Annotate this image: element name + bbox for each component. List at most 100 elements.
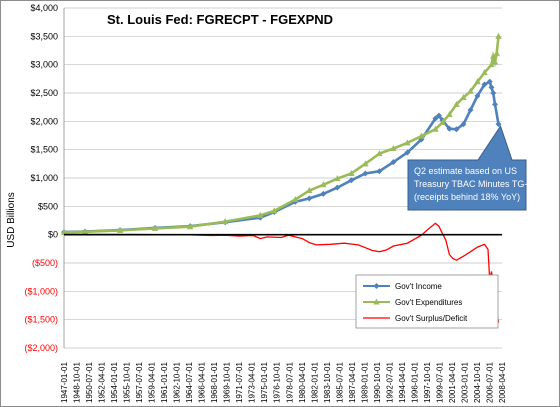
data-point	[362, 170, 369, 177]
x-tick-label: 2006-07-01	[485, 362, 494, 403]
legend-item: Gov't Surplus/Deficit	[363, 314, 468, 323]
x-tick-label: 1996-01-01	[410, 362, 419, 403]
data-point	[60, 228, 68, 235]
y-tick-label: ($1,500)	[24, 315, 58, 325]
x-tick-label: 1969-10-01	[223, 362, 232, 403]
data-point	[404, 149, 411, 156]
data-point	[481, 81, 488, 88]
x-tick-label: 1948-10-01	[73, 362, 82, 403]
legend: Gov't Income Gov't Expenditures Gov't Surp…	[355, 274, 499, 329]
data-point	[292, 196, 299, 203]
y-tick-label: $3,500	[30, 31, 58, 41]
x-tick-label: 1968-01-01	[210, 362, 219, 403]
series-lines	[60, 32, 502, 323]
y-axis-label: USD Billions	[6, 192, 17, 248]
data-point	[186, 223, 194, 230]
callout-line-2: Treasury TBAC Minutes TG-255	[414, 179, 542, 189]
legend-label: Gov't Expenditures	[395, 298, 462, 307]
y-tick-label: ($2,000)	[24, 343, 58, 353]
data-point	[490, 52, 497, 59]
data-point	[376, 150, 383, 157]
data-point	[334, 175, 341, 182]
y-tick-label: $3,000	[30, 60, 58, 70]
data-point	[221, 218, 229, 225]
data-point	[446, 111, 453, 118]
data-point	[453, 126, 460, 133]
data-point	[467, 87, 474, 94]
x-tick-label: 1959-04-01	[148, 362, 157, 403]
x-tick-label: 1982-01-01	[310, 362, 319, 403]
legend-label: Gov't Income	[395, 282, 442, 291]
x-tick-label: 1961-01-01	[160, 362, 169, 403]
data-point	[348, 169, 355, 176]
x-tick-label: 2003-01-01	[460, 362, 469, 403]
data-point	[495, 121, 502, 128]
x-axis-tick-labels: 1947-01-01 1948-10-01 1950-07-01 1952-04-01…	[60, 362, 507, 403]
x-tick-label: 1989-01-01	[360, 362, 369, 403]
data-point	[488, 61, 495, 68]
callout-line-1: Q2 estimate based on US	[414, 166, 517, 176]
y-tick-label: ($1,000)	[24, 286, 58, 296]
y-tick-label: $4,000	[30, 3, 58, 13]
x-tick-label: 1978-07-01	[285, 362, 294, 403]
chart-title: St. Louis Fed: FGRECPT - FGEXPND	[107, 12, 333, 27]
data-point	[320, 181, 327, 188]
x-tick-label: 1950-07-01	[85, 362, 94, 403]
series-line	[64, 222, 500, 323]
data-point	[453, 100, 460, 107]
data-point	[490, 90, 497, 96]
x-tick-label: 1994-04-01	[398, 362, 407, 403]
data-point	[481, 69, 488, 76]
data-point	[435, 112, 442, 119]
data-point	[362, 160, 369, 167]
legend-item: Gov't Expenditures	[363, 298, 462, 307]
data-point	[432, 125, 439, 132]
y-axis-tick-labels: $4,000 $3,500 $3,000 $2,500 $2,000 $1,500 $1,0…	[24, 3, 58, 353]
series-2	[60, 32, 502, 235]
callout-line-3: (receipts behind 18% YoY)	[414, 192, 520, 202]
y-tick-label: $2,000	[30, 116, 58, 126]
data-point	[493, 49, 500, 56]
data-point	[486, 78, 493, 85]
data-point	[432, 115, 439, 122]
legend-marker	[373, 283, 380, 289]
data-point	[491, 101, 498, 108]
x-tick-label: 2008-04-01	[498, 362, 507, 403]
x-tick-label: 2001-04-01	[448, 362, 457, 403]
data-point	[257, 211, 264, 218]
data-point	[460, 94, 467, 101]
x-tick-label: 1973-04-01	[248, 362, 257, 403]
data-point	[460, 121, 467, 128]
data-point	[467, 107, 474, 113]
x-tick-label: 1947-01-01	[60, 362, 69, 403]
x-tick-label: 1971-07-01	[235, 362, 244, 403]
legend-item: Gov't Income	[363, 282, 442, 291]
x-tick-label: 1976-10-01	[273, 362, 282, 403]
x-tick-label: 1999-07-01	[435, 362, 444, 403]
y-tick-label: $2,500	[30, 88, 58, 98]
data-point	[376, 168, 383, 175]
data-point	[390, 159, 397, 166]
x-tick-label: 1987-04-01	[348, 362, 357, 403]
x-tick-label: 1966-04-01	[198, 362, 207, 403]
x-tick-label: 1975-01-01	[260, 362, 269, 403]
data-point	[491, 58, 499, 65]
data-point	[116, 226, 124, 233]
data-point	[390, 145, 397, 152]
data-point	[446, 125, 453, 132]
data-point	[488, 84, 495, 91]
x-tick-label: 1983-10-01	[323, 362, 332, 403]
x-tick-label: 1985-07-01	[335, 362, 344, 403]
data-point	[151, 224, 159, 231]
data-point	[348, 177, 355, 184]
data-point	[495, 32, 502, 39]
legend-marker	[373, 298, 380, 305]
x-tick-label: 1957-07-01	[135, 362, 144, 403]
x-tick-label: 1955-10-01	[123, 362, 132, 403]
data-point	[439, 118, 446, 125]
data-point	[306, 195, 313, 202]
x-tick-label: 1964-07-01	[185, 362, 194, 403]
data-point	[81, 228, 89, 235]
data-point	[404, 139, 411, 146]
